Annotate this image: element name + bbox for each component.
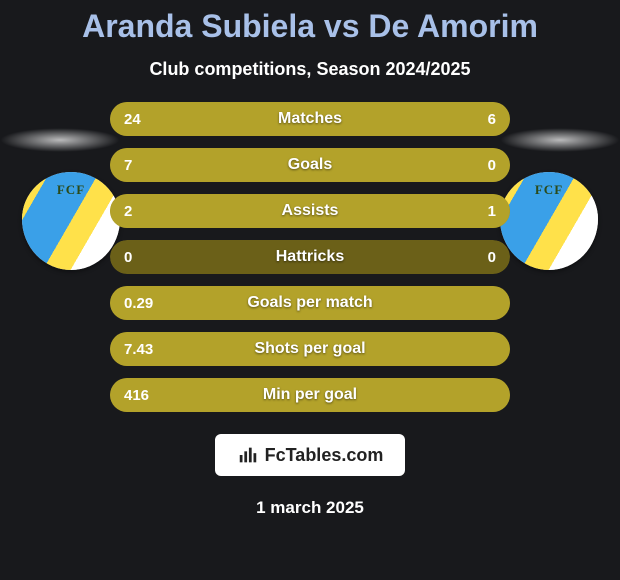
stat-label: Shots per goal bbox=[110, 332, 510, 366]
stat-row: 2 1 Assists bbox=[110, 194, 510, 228]
fctables-badge: FcTables.com bbox=[215, 434, 406, 476]
stat-label: Min per goal bbox=[110, 378, 510, 412]
left-player-shadow bbox=[0, 128, 120, 152]
stat-row: 0.29 Goals per match bbox=[110, 286, 510, 320]
stat-row: 7.43 Shots per goal bbox=[110, 332, 510, 366]
page-title: Aranda Subiela vs De Amorim bbox=[0, 0, 620, 45]
stat-label: Assists bbox=[110, 194, 510, 228]
bar-chart-icon bbox=[237, 444, 259, 466]
stat-row: 416 Min per goal bbox=[110, 378, 510, 412]
right-player-shadow bbox=[500, 128, 620, 152]
stat-row: 0 0 Hattricks bbox=[110, 240, 510, 274]
crest-text: FCF bbox=[22, 182, 120, 198]
right-club-crest: FCF bbox=[500, 172, 598, 270]
stat-label: Goals bbox=[110, 148, 510, 182]
fctables-text: FcTables.com bbox=[265, 445, 384, 466]
stat-label: Hattricks bbox=[110, 240, 510, 274]
left-club-crest: FCF bbox=[22, 172, 120, 270]
stat-row: 7 0 Goals bbox=[110, 148, 510, 182]
crest-text: FCF bbox=[500, 182, 598, 198]
stat-label: Matches bbox=[110, 102, 510, 136]
stats-bars: 24 6 Matches 7 0 Goals 2 1 Assists 0 0 H… bbox=[110, 102, 510, 412]
subtitle: Club competitions, Season 2024/2025 bbox=[0, 59, 620, 80]
stat-row: 24 6 Matches bbox=[110, 102, 510, 136]
date-label: 1 march 2025 bbox=[0, 498, 620, 518]
stat-label: Goals per match bbox=[110, 286, 510, 320]
